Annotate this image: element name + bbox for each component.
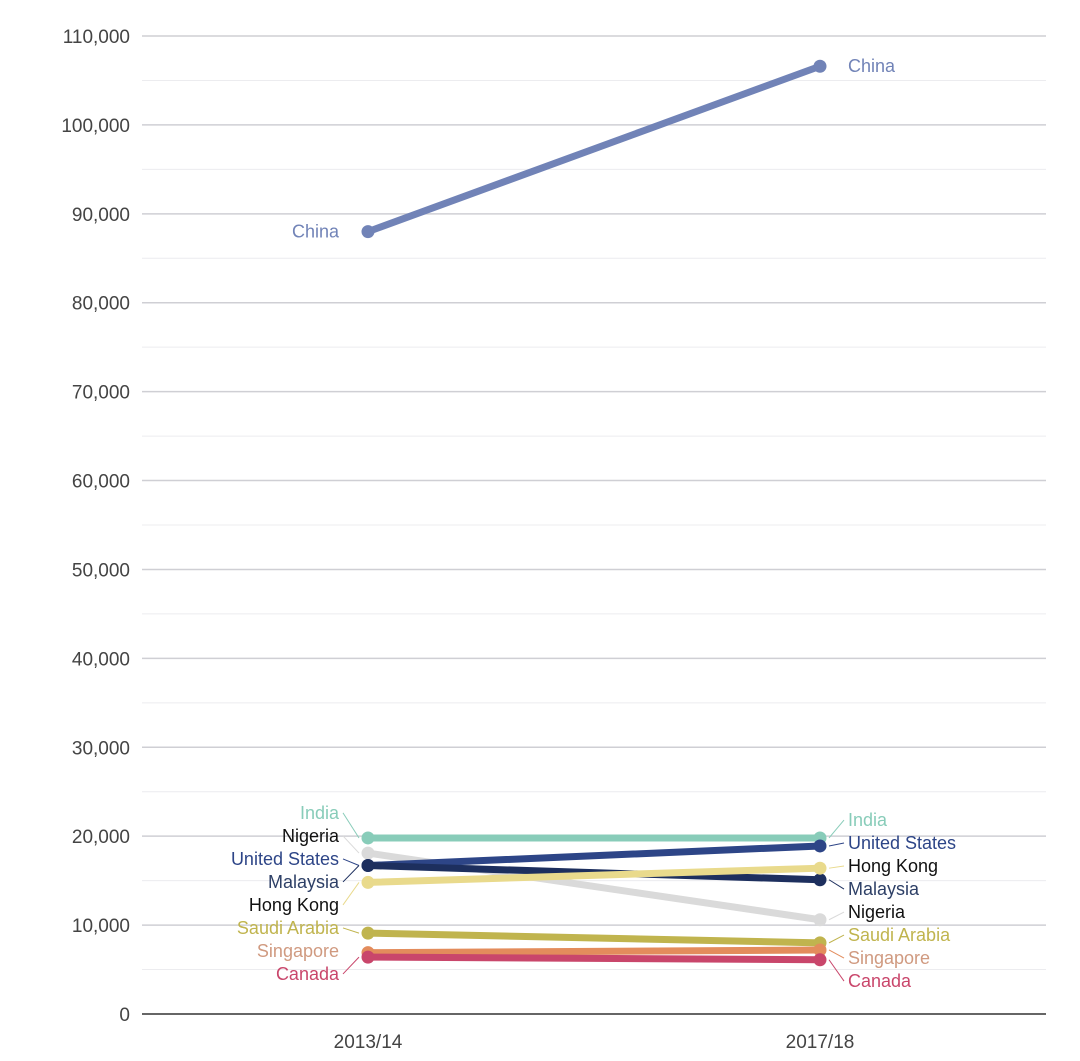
label-leader-line (342, 956, 360, 975)
data-point (813, 873, 827, 887)
data-point (361, 859, 375, 873)
label-leader-line (828, 865, 845, 869)
data-point (813, 861, 827, 875)
series-saudi-arabia (361, 926, 827, 950)
series-label: Saudi Arabia (237, 918, 340, 938)
series-line (364, 864, 824, 886)
label-leader-line (828, 949, 845, 959)
x-axis: 2013/14 2017/18 (142, 1013, 1046, 1053)
series-label: United States (231, 849, 339, 869)
label-leader-line (828, 819, 845, 839)
label-leader-line (828, 934, 845, 944)
y-tick-label: 30,000 (72, 738, 130, 759)
series-label: Nigeria (848, 902, 906, 922)
grid (142, 35, 1046, 971)
label-leader-line (342, 882, 360, 906)
series-canada (361, 950, 827, 967)
data-point (361, 926, 375, 940)
label-leader-line (828, 959, 845, 982)
data-point (813, 839, 827, 853)
label-leader-line (828, 879, 845, 890)
y-tick-label: 70,000 (72, 383, 130, 404)
y-tick-label: 100,000 (61, 116, 130, 137)
series-label: China (848, 56, 896, 76)
y-tick-label: 60,000 (72, 472, 130, 493)
series-china (361, 59, 827, 239)
series-label: Canada (848, 971, 912, 991)
series-label: Singapore (848, 948, 930, 968)
label-leader-line (342, 812, 360, 839)
x-tick-label: 2017/18 (786, 1032, 855, 1053)
y-tick-label: 20,000 (72, 827, 130, 848)
x-tick-label: 2013/14 (334, 1032, 403, 1053)
data-point (361, 875, 375, 889)
series-line (364, 842, 824, 870)
data-point (813, 953, 827, 967)
series-label: Malaysia (268, 872, 340, 892)
y-tick-label: 110,000 (63, 27, 130, 48)
data-point (361, 846, 375, 860)
label-leader-line (342, 858, 360, 866)
label-leader-line (828, 911, 845, 921)
data-point (813, 59, 827, 73)
series-label: India (300, 803, 340, 823)
series-line (364, 62, 824, 236)
series-hong-kong (361, 861, 827, 889)
y-tick-label: 80,000 (72, 294, 130, 315)
series-line (364, 929, 824, 947)
series-label: Malaysia (848, 879, 920, 899)
data-point (361, 225, 375, 239)
series-label: Nigeria (282, 826, 340, 846)
series-label: Saudi Arabia (848, 925, 951, 945)
label-leader-line (828, 842, 845, 847)
y-tick-label: 90,000 (72, 205, 130, 226)
data-point (813, 943, 827, 957)
label-leader-line (342, 927, 360, 934)
series-line (364, 946, 824, 957)
y-tick-label: 0 (119, 1005, 130, 1026)
series-label: Canada (276, 964, 340, 984)
series-labels: China India Nigeria United States Malaysia Ho… (231, 56, 956, 991)
series-label: Hong Kong (249, 895, 339, 915)
data-point (361, 831, 375, 845)
data-point (361, 950, 375, 964)
series-label: Singapore (257, 941, 339, 961)
y-tick-label: 40,000 (72, 649, 130, 670)
series-india (361, 831, 827, 845)
label-leader-line (342, 865, 360, 883)
series-label: India (848, 810, 888, 830)
y-tick-label: 10,000 (72, 916, 130, 937)
y-tick-label: 50,000 (72, 560, 130, 581)
y-axis: 0 10,000 20,000 30,000 40,000 50,000 60,000 70,… (61, 27, 130, 1026)
data-point (813, 913, 827, 927)
series-line (364, 953, 824, 964)
series-group (361, 59, 827, 967)
label-leader-line (342, 835, 360, 854)
series-label: China (292, 222, 340, 242)
series-label: United States (848, 833, 956, 853)
series-label: Hong Kong (848, 856, 938, 876)
